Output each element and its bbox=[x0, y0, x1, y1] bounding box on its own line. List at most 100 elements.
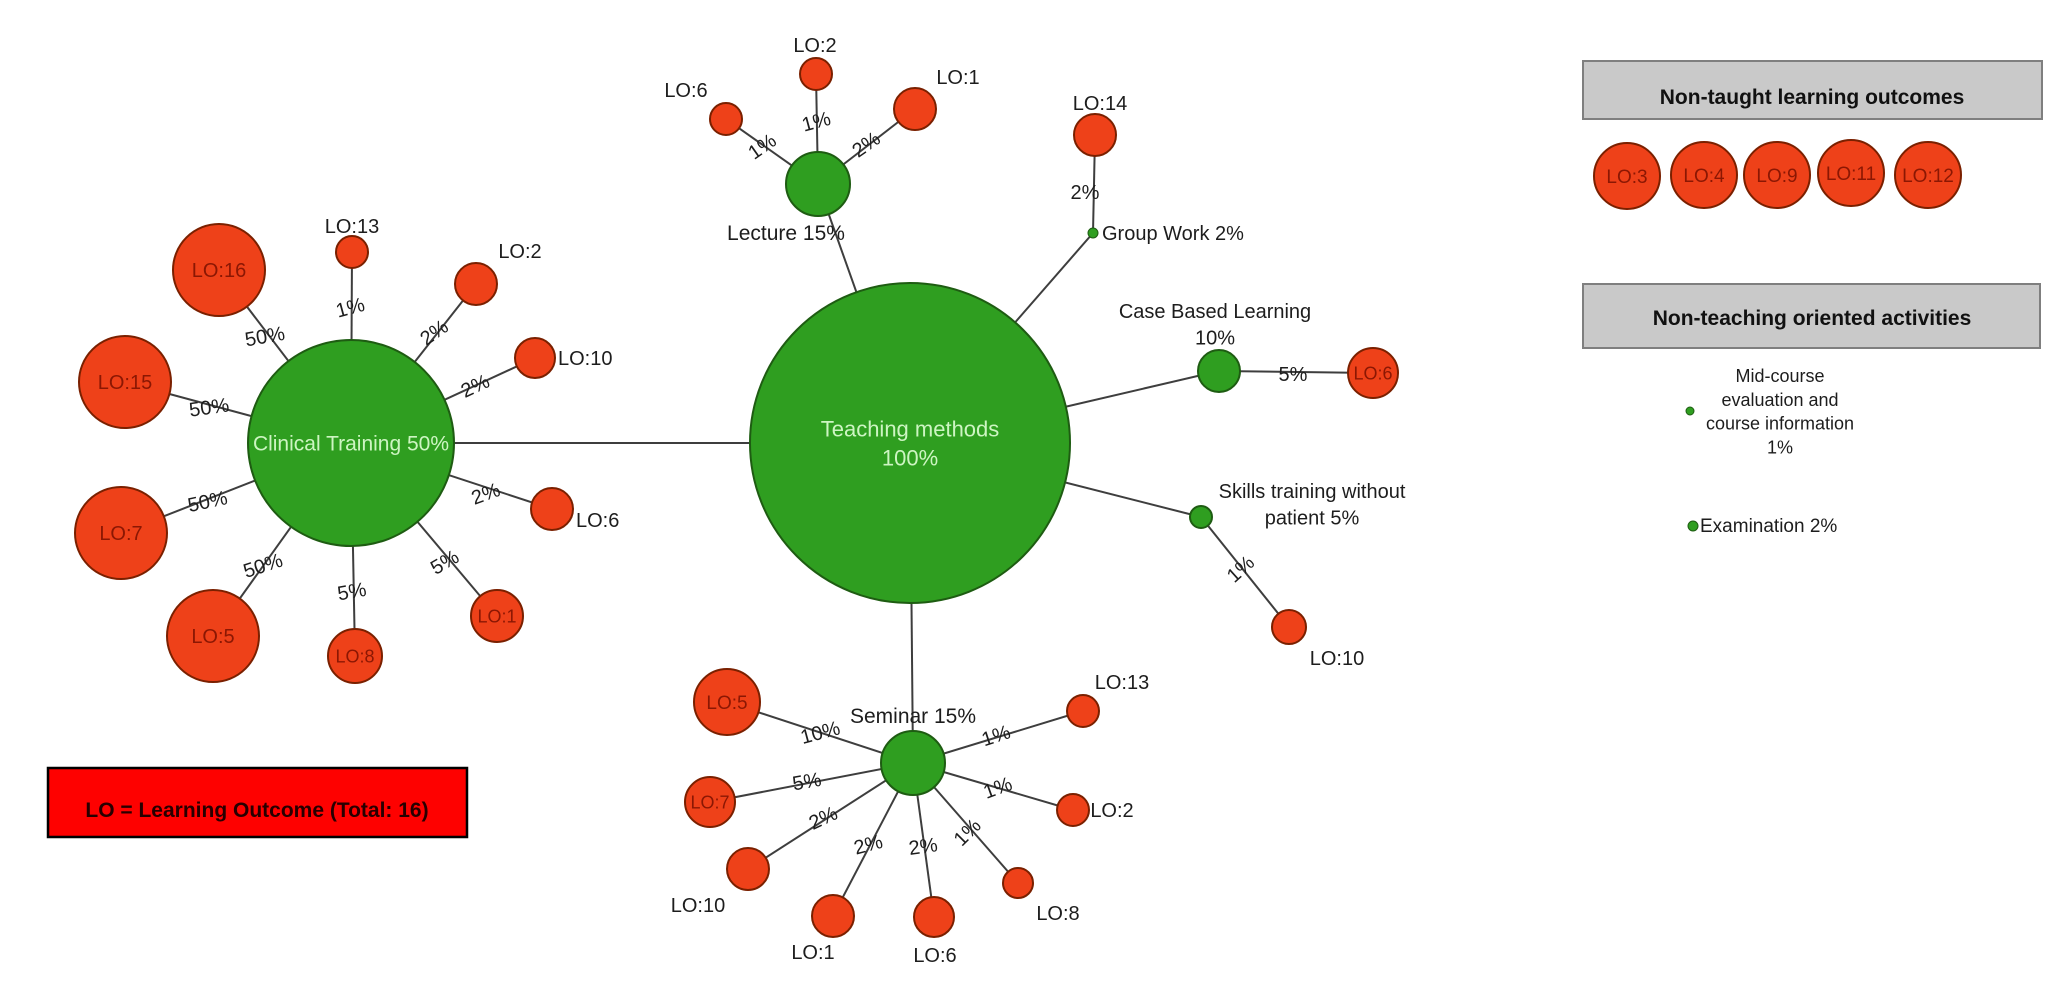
edge-label-seminar-se5: 10% bbox=[798, 717, 843, 749]
node-label-teaching: Teaching methods 100% bbox=[821, 416, 1000, 470]
node-label-groupwork: Group Work 2% bbox=[1102, 223, 1244, 245]
node-label-seminar: Seminar 15% bbox=[850, 705, 976, 728]
node-label-nt12: LO:12 bbox=[1902, 166, 1954, 187]
node-label-se6: LO:6 bbox=[913, 945, 956, 967]
node-c16 bbox=[172, 223, 266, 317]
edge-label-clinical-c16: 50% bbox=[243, 323, 286, 352]
edge-skills-s10 bbox=[1200, 516, 1290, 628]
non-taught-header-title: Non-taught learning outcomes bbox=[1660, 86, 1965, 109]
node-examdot bbox=[1687, 520, 1699, 532]
legend-box bbox=[46, 766, 469, 839]
edge-label-clinical-c13: 1% bbox=[334, 294, 368, 323]
node-nt11 bbox=[1817, 139, 1885, 207]
node-label-clinical: Clinical Training 50% bbox=[253, 433, 449, 456]
node-label-nt4: LO:4 bbox=[1683, 166, 1725, 187]
node-nt3 bbox=[1593, 142, 1661, 210]
non-taught-header-box bbox=[1582, 60, 2043, 120]
node-label-se5: LO:5 bbox=[706, 693, 747, 714]
node-label-nt3: LO:3 bbox=[1606, 167, 1647, 188]
nodes-layer bbox=[74, 57, 1962, 938]
edge-seminar-se7 bbox=[709, 762, 914, 803]
node-c6 bbox=[530, 487, 574, 531]
node-c10 bbox=[514, 337, 556, 379]
edge-label-clinical-c10: 2% bbox=[458, 370, 494, 402]
node-se2 bbox=[1056, 793, 1090, 827]
non-teaching-header-box bbox=[1582, 283, 2041, 349]
node-c2 bbox=[454, 262, 498, 306]
node-se10 bbox=[726, 847, 770, 891]
edge-label-clinical-c7: 50% bbox=[186, 487, 230, 517]
edge-label-seminar-se1: 2% bbox=[852, 831, 886, 860]
legend-label: LO = Learning Outcome (Total: 16) bbox=[85, 799, 428, 822]
node-seminar bbox=[880, 730, 946, 796]
edge-label-seminar-se10: 2% bbox=[806, 802, 842, 834]
node-se5 bbox=[693, 668, 761, 736]
node-label-c13: LO:13 bbox=[325, 216, 379, 238]
node-skills bbox=[1189, 505, 1213, 529]
node-label-c16: LO:16 bbox=[192, 260, 246, 282]
node-g14 bbox=[1073, 113, 1117, 157]
node-label-cb6: LO:6 bbox=[1353, 363, 1392, 383]
node-label-c2: LO:2 bbox=[498, 241, 541, 263]
node-label-l1: LO:1 bbox=[936, 67, 979, 89]
edge-label-clinical-c15: 50% bbox=[188, 394, 231, 421]
node-s10 bbox=[1271, 609, 1307, 645]
node-label-s10: LO:10 bbox=[1310, 648, 1364, 670]
node-se8 bbox=[1002, 867, 1034, 899]
non-taught-panel: Non-taught learning outcomes bbox=[1582, 60, 2043, 120]
node-label-se10: LO:10 bbox=[671, 895, 725, 917]
non-teaching-header-title: Non-teaching oriented activities bbox=[1653, 307, 1972, 330]
edge-label-seminar-se6: 2% bbox=[907, 834, 939, 860]
node-label-c1: LO:1 bbox=[477, 606, 516, 626]
node-label-lecture: Lecture 15% bbox=[727, 222, 845, 245]
labels-layer: 50% 1% 2% 2% 50% 50% 50% 5% 5% 2% 1% 1% 2% 2% 5% 1% 10% 5… bbox=[98, 35, 1954, 967]
node-label-cbl: Case Based Learning 10% bbox=[1119, 301, 1311, 349]
node-mcdot bbox=[1685, 406, 1695, 416]
node-label-c8: LO:8 bbox=[335, 646, 374, 666]
edge-label-cbl-cb6: 5% bbox=[1279, 364, 1308, 386]
node-se1 bbox=[811, 894, 855, 938]
node-label-c10: LO:10 bbox=[558, 348, 612, 370]
edge-label-seminar-se2: 1% bbox=[981, 773, 1016, 804]
edge-label-seminar-se7: 5% bbox=[791, 769, 824, 796]
node-label-l6: LO:6 bbox=[664, 80, 707, 102]
node-label-l2: LO:2 bbox=[793, 35, 836, 57]
edge-label-seminar-se8: 1% bbox=[950, 815, 986, 851]
node-label-mcdot: Mid-course evaluation and course informati… bbox=[1706, 366, 1854, 457]
node-nt12 bbox=[1894, 141, 1962, 209]
node-label-nt9: LO:9 bbox=[1756, 166, 1797, 187]
node-c15 bbox=[78, 335, 172, 429]
node-label-se2: LO:2 bbox=[1090, 800, 1133, 822]
node-lecture bbox=[785, 151, 851, 217]
node-cb6 bbox=[1347, 347, 1399, 399]
node-nt4 bbox=[1670, 141, 1738, 209]
node-label-se8: LO:8 bbox=[1036, 903, 1079, 925]
non-teaching-panel: Non-teaching oriented activities bbox=[1582, 283, 2041, 349]
edge-label-lecture-l2: 1% bbox=[800, 108, 834, 137]
node-c5 bbox=[166, 589, 260, 683]
node-label-c7: LO:7 bbox=[99, 523, 142, 545]
node-l2 bbox=[799, 57, 833, 91]
edge-label-clinical-c8: 5% bbox=[336, 579, 369, 606]
node-se7 bbox=[684, 776, 736, 828]
node-label-skills: Skills training without patient 5% bbox=[1219, 481, 1406, 529]
edge-label-clinical-c5: 50% bbox=[241, 550, 286, 583]
node-label-c15: LO:15 bbox=[98, 372, 152, 394]
node-se6 bbox=[913, 896, 955, 938]
node-c7 bbox=[74, 486, 168, 580]
node-c1 bbox=[470, 589, 524, 643]
node-l1 bbox=[893, 87, 937, 131]
node-label-c6: LO:6 bbox=[576, 510, 619, 532]
node-label-se1: LO:1 bbox=[791, 942, 834, 964]
node-cbl bbox=[1197, 349, 1241, 393]
node-label-examdot: Examination 2% bbox=[1700, 516, 1837, 537]
node-clinical bbox=[247, 339, 455, 547]
node-label-nt11: LO:11 bbox=[1826, 164, 1876, 185]
node-label-g14: LO:14 bbox=[1073, 93, 1127, 115]
node-label-se7: LO:7 bbox=[690, 792, 729, 812]
node-se13 bbox=[1066, 694, 1100, 728]
node-c8 bbox=[327, 628, 383, 684]
node-label-c5: LO:5 bbox=[191, 626, 234, 648]
